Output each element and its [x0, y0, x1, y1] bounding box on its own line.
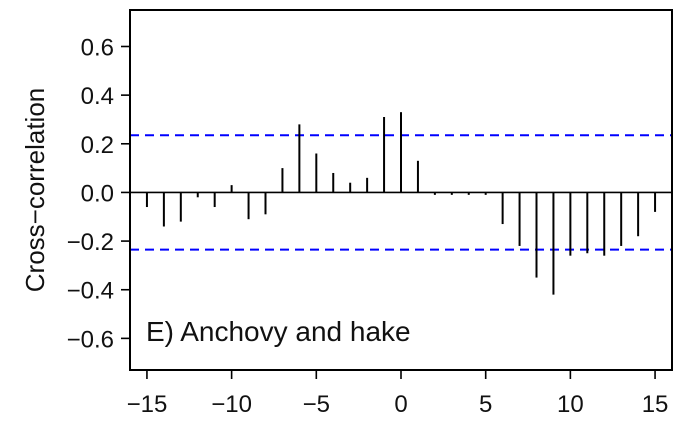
panel-label: E) Anchovy and hake: [146, 316, 411, 347]
axes-layer: 0.6 0.4 0.2 0.0 −0.2 −0.4 −0.6 −15 −10 −5 0 5 10 15: [67, 9, 673, 418]
x-tick-label: 10: [557, 391, 584, 418]
x-tick-label: −5: [303, 391, 330, 418]
x-tick-label: −15: [127, 391, 168, 418]
y-tick-label: −0.4: [67, 278, 114, 305]
x-tick-label: 5: [479, 391, 492, 418]
y-tick-label: −0.6: [67, 326, 114, 353]
y-tick-label: −0.2: [67, 229, 114, 256]
y-tick-label: 0.2: [81, 132, 114, 159]
x-tick-label: 15: [642, 391, 669, 418]
x-tick-label: 0: [394, 391, 407, 418]
y-tick-label: 0.0: [81, 180, 114, 207]
y-tick-label: 0.6: [81, 34, 114, 61]
y-axis-label: Cross−correlation: [20, 88, 50, 292]
y-tick-label: 0.4: [81, 83, 114, 110]
x-tick-label: −10: [211, 391, 252, 418]
bars-layer: [145, 112, 657, 295]
